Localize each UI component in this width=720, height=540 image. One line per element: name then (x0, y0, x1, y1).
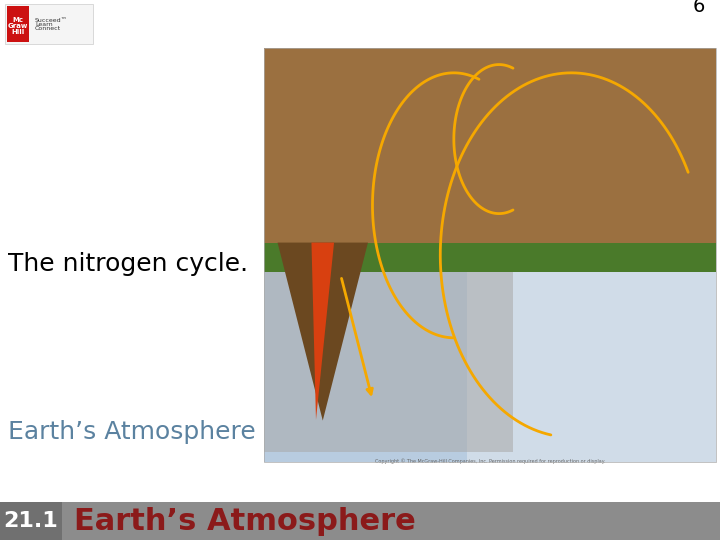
Text: 21.1: 21.1 (4, 511, 58, 531)
Text: Learn: Learn (35, 22, 53, 26)
Bar (264, 242, 716, 272)
Text: Earth’s Atmosphere: Earth’s Atmosphere (74, 507, 415, 536)
Text: Connect: Connect (35, 25, 61, 30)
Bar (264, 48, 716, 242)
Bar (7, 6, 29, 42)
Text: Mc
Graw
Hill: Mc Graw Hill (8, 17, 28, 36)
Text: The nitrogen cycle.: The nitrogen cycle. (8, 252, 248, 276)
Bar (0, 502, 720, 540)
Bar (5, 4, 93, 44)
Bar (264, 255, 716, 462)
Bar (264, 48, 716, 462)
Text: 6: 6 (693, 0, 705, 16)
Text: Copyright © The McGraw-Hill Companies, Inc. Permission required for reproduction: Copyright © The McGraw-Hill Companies, I… (375, 458, 606, 464)
Polygon shape (312, 242, 334, 420)
Bar (264, 265, 513, 451)
Bar (264, 48, 716, 462)
Text: Earth’s Atmosphere: Earth’s Atmosphere (8, 420, 256, 444)
Bar (467, 255, 716, 462)
Text: Succeed™: Succeed™ (35, 17, 68, 23)
Polygon shape (278, 242, 368, 421)
Bar (0, 502, 62, 540)
